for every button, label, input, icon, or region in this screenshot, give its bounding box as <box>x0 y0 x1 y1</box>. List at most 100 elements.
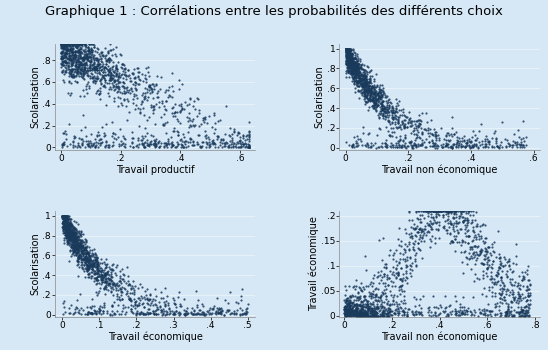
Point <box>356 88 365 94</box>
Point <box>378 310 386 316</box>
Point <box>78 244 87 250</box>
Point <box>421 126 430 132</box>
Point <box>89 56 98 61</box>
Point <box>418 212 426 218</box>
Point <box>370 91 379 96</box>
Point <box>357 90 366 96</box>
Point <box>87 47 96 52</box>
Point <box>342 48 351 54</box>
Point <box>350 145 359 150</box>
Point <box>418 229 426 234</box>
Point <box>374 306 383 311</box>
Point <box>342 55 351 61</box>
Point <box>361 101 369 106</box>
Point <box>357 71 366 76</box>
Point <box>84 44 93 49</box>
Point <box>520 144 528 149</box>
Point <box>61 214 70 219</box>
Point <box>349 312 358 317</box>
Point <box>427 233 436 239</box>
Point <box>153 306 162 312</box>
Point <box>407 122 416 128</box>
Point <box>70 69 78 74</box>
Point <box>351 74 359 80</box>
Point <box>357 305 366 310</box>
Point <box>523 293 532 298</box>
Point <box>132 86 140 92</box>
Point <box>169 113 178 119</box>
Point <box>343 46 352 51</box>
Point <box>375 114 384 119</box>
Point <box>62 214 71 220</box>
Point <box>438 144 447 150</box>
Point <box>84 54 93 60</box>
Point <box>116 142 125 148</box>
Point <box>412 308 421 314</box>
Point <box>82 69 91 75</box>
Point <box>80 144 89 149</box>
Point <box>93 65 101 71</box>
Point <box>81 255 89 261</box>
Point <box>347 56 356 62</box>
Point <box>383 128 392 133</box>
Point <box>519 275 528 280</box>
Point <box>495 254 504 260</box>
Point <box>236 141 245 147</box>
Point <box>56 42 65 48</box>
Point <box>471 252 480 258</box>
Point <box>475 276 483 281</box>
Point <box>467 256 476 261</box>
Point <box>93 266 101 272</box>
Point <box>87 262 95 267</box>
Point <box>415 142 424 147</box>
Point <box>362 143 371 148</box>
Point <box>391 307 400 313</box>
Point <box>345 54 353 60</box>
Point <box>150 107 158 112</box>
Point <box>366 93 374 98</box>
Point <box>58 55 67 61</box>
Point <box>92 252 100 258</box>
Point <box>470 254 478 260</box>
Point <box>348 311 357 317</box>
Point <box>68 245 77 251</box>
Point <box>372 291 380 296</box>
Point <box>351 310 360 315</box>
Point <box>58 215 67 220</box>
Point <box>342 46 351 51</box>
Point <box>516 313 525 319</box>
Point <box>177 108 186 113</box>
Point <box>387 107 396 113</box>
Point <box>116 96 124 101</box>
Point <box>378 106 387 112</box>
Point <box>71 231 79 237</box>
Point <box>362 312 371 317</box>
Point <box>61 220 70 226</box>
Point <box>344 62 352 67</box>
Point <box>95 268 104 274</box>
Point <box>70 235 79 241</box>
Point <box>349 63 357 68</box>
Point <box>210 141 219 147</box>
Point <box>520 313 528 319</box>
Point <box>206 143 215 148</box>
Point <box>345 311 353 316</box>
Point <box>350 73 359 79</box>
Point <box>452 310 461 316</box>
Point <box>383 103 392 108</box>
Point <box>359 309 368 314</box>
Point <box>354 88 363 93</box>
Point <box>435 208 444 214</box>
Point <box>68 52 77 58</box>
Point <box>161 142 170 148</box>
Point <box>431 209 440 214</box>
Point <box>122 291 131 297</box>
Point <box>426 223 435 229</box>
Point <box>505 266 514 272</box>
Point <box>132 310 141 316</box>
Point <box>449 239 458 245</box>
Point <box>65 237 73 242</box>
Point <box>342 46 351 51</box>
Point <box>345 50 354 56</box>
Point <box>173 132 182 137</box>
